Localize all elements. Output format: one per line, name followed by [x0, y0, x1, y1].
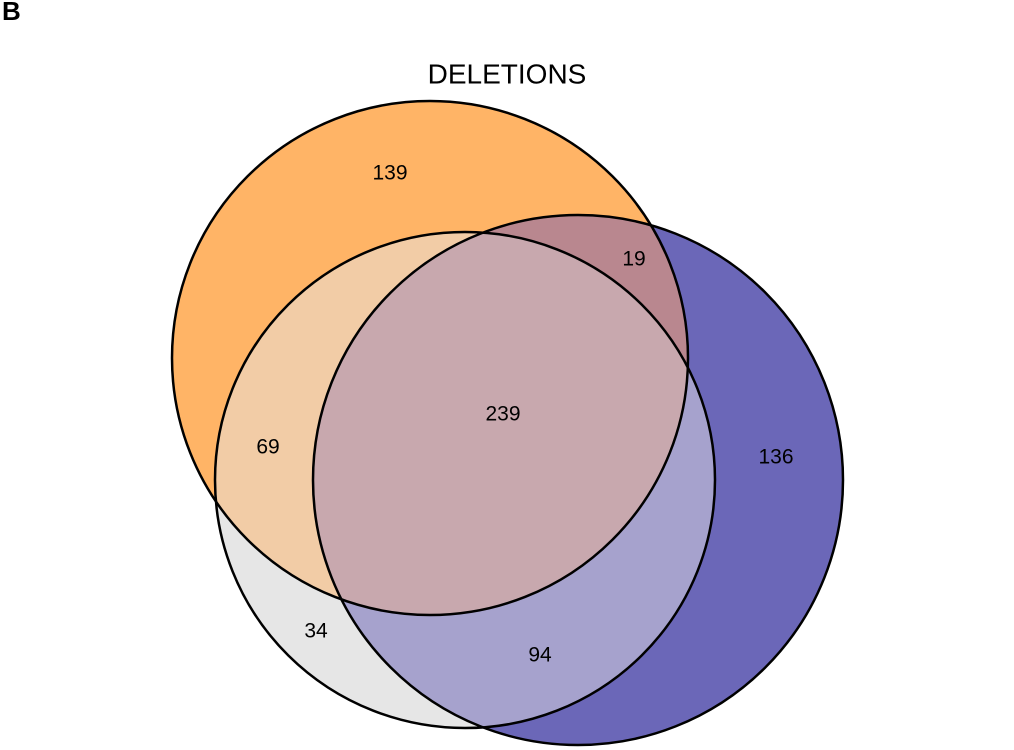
- label-blue-only: 136: [758, 446, 793, 469]
- overlap-all-three: [313, 232, 688, 615]
- outline-blue: [311, 213, 845, 747]
- outline-white: [213, 230, 717, 730]
- label-orange-blue: 19: [622, 248, 645, 271]
- outline-orange: [170, 99, 690, 617]
- label-orange-only: 139: [372, 162, 407, 185]
- diagram-title: DELETIONS: [428, 58, 587, 89]
- label-white-blue: 94: [528, 644, 552, 667]
- panel-letter: B: [2, 0, 21, 26]
- label-all-three: 239: [485, 403, 520, 426]
- label-white-only: 34: [304, 620, 328, 643]
- label-orange-white: 69: [256, 436, 279, 459]
